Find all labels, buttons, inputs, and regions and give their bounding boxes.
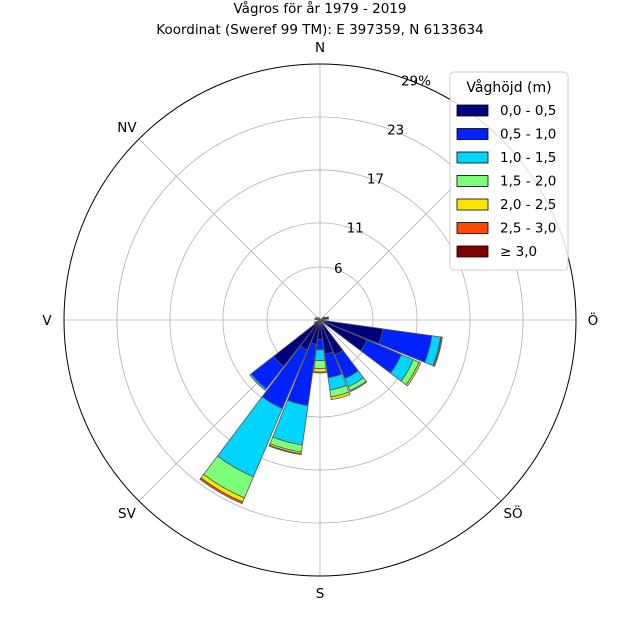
legend: Våghöjd (m) 0,0 - 0,5 0,5 - 1,0 1,0 - 1,5 1,… <box>449 71 569 271</box>
polar-grid <box>64 64 576 576</box>
bar-segment-8-5 <box>199 477 244 505</box>
legend-swatch-3 <box>456 175 489 187</box>
direction-label-2: V <box>42 313 52 329</box>
legend-entry-1: 0,5 - 1,0 <box>500 127 556 143</box>
legend-swatch-5 <box>456 222 489 234</box>
bar-segment-7-5 <box>268 444 302 456</box>
legend-swatch-4 <box>456 198 489 211</box>
direction-label-5: SÖ <box>503 504 522 522</box>
bar-segment-5-4 <box>330 391 351 401</box>
rose-bars <box>199 316 443 505</box>
chart-subtitle: Koordinat (Sweref 99 TM): E 397359, N 61… <box>156 22 483 38</box>
polar-frame <box>63 63 577 577</box>
bar-segment-10-1 <box>313 321 317 325</box>
radial-tick-label-3: 23 <box>387 122 404 138</box>
radial-tick-label-4: 29% <box>401 73 431 89</box>
legend-entry-3: 1,5 - 2,0 <box>500 174 556 190</box>
outer-circle <box>63 63 577 577</box>
legend-entry-2: 1,0 - 1,5 <box>500 150 556 166</box>
direction-label-1: NV <box>117 120 137 136</box>
bar-segment-13-0 <box>317 317 321 321</box>
legend-swatch-6 <box>456 245 489 258</box>
radial-tick-label-1: 11 <box>347 220 364 236</box>
bar-segment-2-4 <box>433 336 443 367</box>
grid-spoke-7 <box>138 138 321 321</box>
polar-labels: N NV V SV S SÖ Ö 6 11 17 23 29% <box>42 40 598 602</box>
legend-swatch-0 <box>456 104 489 117</box>
bar-segment-6-5 <box>313 371 327 374</box>
legend-entry-4: 2,0 - 2,5 <box>500 197 556 213</box>
bar-segment-1-1 <box>326 316 330 320</box>
legend-swatch-1 <box>456 128 489 140</box>
direction-label-4: S <box>316 586 325 602</box>
direction-label-3: SV <box>118 506 137 522</box>
grid-spoke-3 <box>319 319 502 502</box>
radial-tick-label-0: 6 <box>334 261 343 277</box>
bar-segment-12-1 <box>315 316 318 320</box>
direction-label-0: N <box>315 40 325 56</box>
legend-entry-6: ≥ 3,0 <box>500 244 537 260</box>
radial-tick-label-2: 17 <box>367 171 384 187</box>
bar-segment-9-2 <box>249 373 267 391</box>
bar-segment-3-4 <box>405 361 422 387</box>
bar-segment-4-4 <box>349 380 368 393</box>
bar-segment-6-2 <box>314 349 326 362</box>
legend-swatch-2 <box>456 151 489 164</box>
legend-title: Våghöjd (m) <box>466 79 551 96</box>
direction-label-6: Ö <box>588 311 599 329</box>
chart-title: Vågros för år 1979 - 2019 <box>233 0 406 17</box>
bar-segment-6-3 <box>313 359 327 369</box>
legend-box <box>449 71 569 271</box>
legend-entry-5: 2,5 - 3,0 <box>500 221 556 237</box>
legend-entry-0: 0,0 - 0,5 <box>500 103 556 119</box>
